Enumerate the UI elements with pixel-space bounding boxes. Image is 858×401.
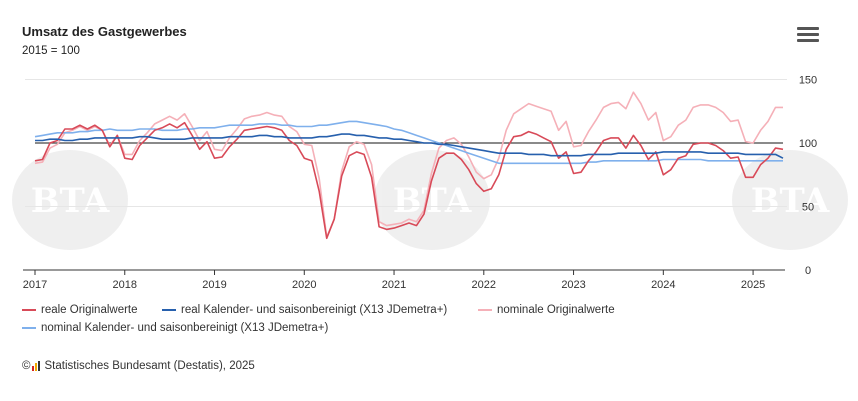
y-tick-label: 50 (802, 202, 814, 214)
x-axis: 2017 2018 2019 2020 2021 2022 2023 2024 2025 (23, 269, 785, 291)
legend-item-nominal-kalender-saisonbereinigt[interactable]: nominal Kalender- und saisonbereinigt (X… (22, 322, 328, 334)
legend-label: reale Originalwerte (41, 304, 138, 316)
y-tick-label: 100 (799, 138, 817, 150)
hamburger-menu-icon[interactable] (797, 27, 819, 45)
legend-swatch (22, 309, 36, 311)
destatis-logo-icon (32, 361, 41, 371)
source-text: Statistisches Bundesamt (Destatis), 2025 (44, 360, 255, 372)
watermark-logo: BTA (732, 150, 848, 250)
y-tick-label: 150 (799, 75, 817, 87)
legend-swatch (478, 309, 492, 311)
chart-subtitle: 2015 = 100 (22, 45, 80, 57)
svg-text:BTA: BTA (31, 181, 110, 221)
x-tick-label: 2019 (202, 279, 226, 291)
copyright-symbol: © (22, 360, 31, 372)
series-line-reale-orig[interactable] (34, 121, 784, 240)
legend-item-reale-originalwerte[interactable]: reale Originalwerte (22, 304, 138, 316)
x-tick-label: 2021 (382, 279, 406, 291)
svg-text:BTA: BTA (751, 181, 830, 221)
y-axis-labels: 0 50 100 150 (799, 75, 817, 278)
grid-lines (25, 79, 787, 207)
x-tick-label: 2024 (651, 279, 675, 291)
legend-label: nominal Kalender- und saisonbereinigt (X… (41, 322, 329, 334)
series-layer (34, 91, 784, 240)
x-tick-label: 2018 (113, 279, 137, 291)
x-tick-label: 2022 (472, 279, 496, 291)
x-tick-label: 2020 (292, 279, 316, 291)
series-line-nominale-orig[interactable] (34, 91, 783, 238)
x-tick-label: 2025 (741, 279, 765, 291)
legend-label: nominale Originalwerte (497, 304, 615, 316)
watermark-layer: BTA BTA BTA (12, 150, 848, 250)
chart-title: Umsatz des Gastgewerbes (22, 24, 187, 39)
x-tick-label: 2017 (23, 279, 47, 291)
watermark-logo: BTA (12, 150, 128, 250)
series-line-real-ks[interactable] (35, 133, 784, 159)
legend-item-nominale-originalwerte[interactable]: nominale Originalwerte (478, 304, 615, 316)
y-tick-label: 0 (805, 265, 811, 277)
svg-text:BTA: BTA (393, 181, 472, 221)
x-tick-label: 2023 (561, 279, 585, 291)
legend-label: real Kalender- und saisonbereinigt (X13 … (181, 304, 448, 316)
legend-item-real-kalender-saisonbereinigt[interactable]: real Kalender- und saisonbereinigt (X13 … (162, 304, 447, 316)
source-credit: © Statistisches Bundesamt (Destatis), 20… (22, 360, 255, 372)
legend-swatch (22, 327, 36, 329)
legend-swatch (162, 309, 176, 311)
